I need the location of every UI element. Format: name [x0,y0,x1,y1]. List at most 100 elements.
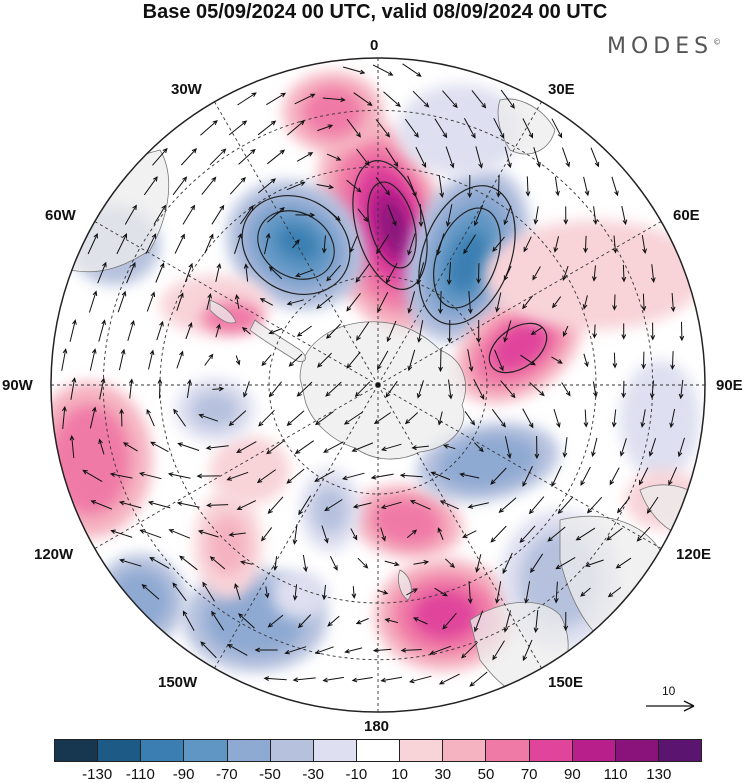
wind-arrow [297,614,312,629]
wind-arrow [286,120,305,136]
wind-arrow [292,524,298,545]
wind-arrow [344,647,363,654]
wind-arrow [212,386,225,392]
wind-arrow [377,590,389,595]
wind-arrow [182,204,196,225]
wind-arrow [147,500,171,509]
wind-arrow [341,472,365,481]
colorbar-swatch [529,740,573,761]
wind-arrow [186,378,192,398]
wind-arrow [295,269,314,278]
colorbar-swatch [486,740,530,761]
wind-arrow [554,176,560,197]
wind-arrow [467,502,489,509]
wind-arrow [437,527,444,540]
wind-arrow [551,465,562,488]
wind-arrow [184,262,193,283]
wind-arrow [372,64,394,76]
wind-arrow [493,117,505,139]
wind-arrow [88,290,98,313]
wind-arrow [641,293,647,312]
wind-arrow [294,93,316,105]
wind-arrow [467,290,473,315]
wind-arrow [476,263,482,284]
meridian-line [94,384,379,549]
wind-arrow [343,411,363,425]
wind-arrow [439,500,459,510]
wind-arrow [90,500,113,510]
wind-arrow [327,615,340,627]
wind-arrow [582,295,588,310]
wind-arrow [373,412,391,425]
wind-arrow [381,443,402,452]
wind-arrow [412,90,430,108]
wind-arrow [61,348,68,371]
wind-arrow [590,147,600,168]
longitude-label-60e: 60E [673,207,700,224]
wind-arrow [385,380,398,398]
wind-arrow [404,118,419,138]
wind-arrow [211,610,225,631]
wind-arrow [612,352,618,369]
wind-arrow [197,529,219,538]
brand-text: MODES [607,34,714,59]
wind-arrow [177,442,200,451]
wind-arrow [342,66,366,75]
wind-arrow [173,408,187,427]
wind-arrow [611,176,619,197]
wind-arrow [372,647,392,653]
wind-arrow [150,441,169,453]
wind-arrow [616,497,631,514]
wind-arrow [155,262,165,283]
wind-arrow [551,118,563,139]
wind-arrow [168,529,191,539]
wind-arrow [377,291,389,313]
wind-arrow [575,527,596,541]
wind-arrow [621,380,627,399]
wind-arrow [99,377,106,400]
wind-arrow [351,677,373,683]
wind-arrow [351,586,357,599]
wind-arrow [296,381,313,397]
contour-line [352,160,428,290]
colorbar-swatch [313,740,357,761]
meridian-line [377,221,662,386]
wind-arrow [615,557,632,569]
wind-arrow [209,556,226,570]
wind-arrow [407,233,416,256]
wind-arrow [69,319,77,342]
wind-arrow [292,584,298,601]
wind-arrow [325,381,342,397]
wind-arrow [228,120,248,136]
wind-arrow [109,472,133,479]
wind-arrow [172,176,188,196]
wind-arrow [375,176,391,196]
wind-arrow [646,496,659,514]
wind-arrow [264,586,270,599]
wind-arrow [580,466,591,487]
wind-arrow [407,175,417,198]
wind-arrow [266,92,287,106]
wind-arrow [70,377,77,400]
wind-arrow [316,295,333,310]
landmass [209,299,237,324]
wind-arrow [198,413,219,422]
wind-arrow [636,526,651,542]
colorbar-swatch [55,740,99,761]
longitude-label-120w: 120W [34,546,74,563]
wind-arrow [406,588,419,596]
longitude-label-120e: 120E [676,546,712,563]
wind-arrow [418,203,424,228]
wind-arrow [502,552,513,575]
wind-arrow [98,438,105,455]
wind-arrow [504,146,512,169]
wind-arrow [438,175,445,199]
reference-vector [646,700,695,712]
wind-arrow [355,618,369,625]
wind-arrow [640,409,646,428]
wind-arrow [243,381,250,398]
wind-arrow [314,646,334,655]
colorbar-swatch [443,740,487,761]
wind-arrow [442,612,457,630]
wind-arrow [286,299,304,306]
